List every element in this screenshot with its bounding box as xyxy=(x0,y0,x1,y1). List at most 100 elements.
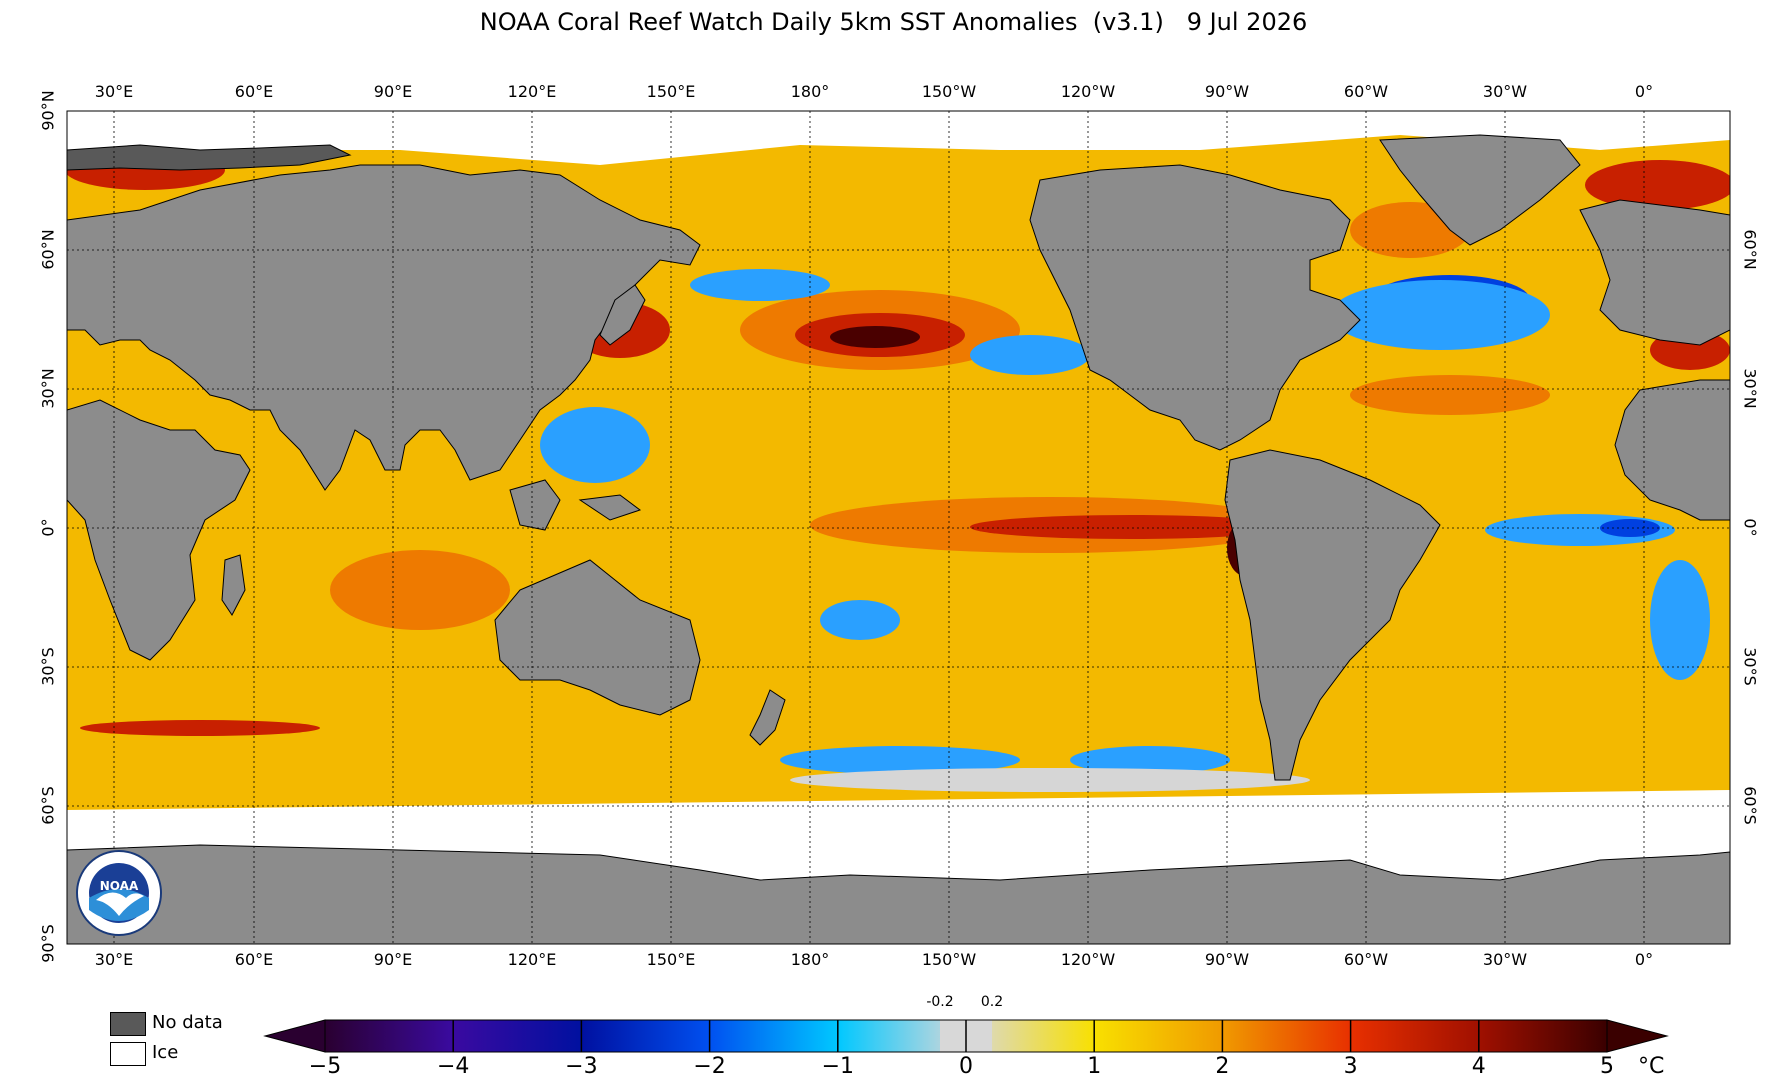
colorbar-max-arrow xyxy=(1606,1019,1669,1053)
southern-ocean-cool-2 xyxy=(1070,746,1230,774)
land-masses xyxy=(67,134,1730,944)
longitude-label: 180° xyxy=(790,82,830,101)
ice-label: Ice xyxy=(152,1042,179,1063)
latitude-label: 60°N xyxy=(38,229,58,270)
colorbar-tick-label: −5 xyxy=(308,1054,342,1079)
longitude-label: 120°W xyxy=(1060,82,1116,101)
latitude-label: 30°N xyxy=(1740,368,1760,409)
latitude-label: 60°S xyxy=(38,786,58,825)
longitude-label: 90°E xyxy=(373,82,413,101)
north-atlantic-cool xyxy=(1330,280,1550,350)
colorbar-small-label: 0.2 xyxy=(980,994,1004,1010)
colorbar-tick-label: 3 xyxy=(1343,1054,1358,1079)
new-zealand xyxy=(749,689,786,746)
colorbar-tick-label: 4 xyxy=(1471,1054,1486,1079)
south-indian-hot-streak xyxy=(80,720,320,736)
africa-west xyxy=(1614,379,1730,521)
colorbar-segment xyxy=(581,1020,711,1052)
arctic-ice xyxy=(67,111,1730,165)
colorbar-tick-label: −1 xyxy=(821,1054,855,1079)
eurasia xyxy=(67,164,701,491)
longitude-label: 150°E xyxy=(646,82,696,101)
colorbar-unit: °C xyxy=(1638,1054,1665,1079)
colorbar-tick-label: 2 xyxy=(1215,1054,1230,1079)
longitude-label: 150°E xyxy=(646,950,696,969)
ne-pacific-cool xyxy=(970,335,1090,375)
antarctica xyxy=(67,844,1730,944)
colorbar-tick-label: 1 xyxy=(1087,1054,1102,1079)
map-frame xyxy=(66,110,1731,945)
latitude-label: 0° xyxy=(38,518,58,537)
colorbar-min-arrow xyxy=(263,1019,326,1053)
colorbar-segment xyxy=(709,1020,839,1052)
madagascar xyxy=(221,554,246,616)
colorbar-segment xyxy=(1478,1020,1608,1052)
longitude-label: 90°E xyxy=(373,950,413,969)
nordic-seas-hot xyxy=(1585,160,1730,210)
colorbar-tick-label: −2 xyxy=(693,1054,726,1079)
colorbar-tick-label: −3 xyxy=(565,1054,598,1079)
colorbar-small-label: -0.2 xyxy=(926,994,954,1010)
latitude-label: 0° xyxy=(1740,518,1760,537)
latitude-label: 90°S xyxy=(38,924,58,963)
japan xyxy=(599,284,646,346)
longitude-label: 60°W xyxy=(1343,950,1389,969)
south-pacific-cool xyxy=(820,600,900,640)
colorbar xyxy=(263,1019,1669,1053)
longitude-label: 120°E xyxy=(507,82,557,101)
europe-north xyxy=(1579,199,1730,346)
longitude-label: 30°W xyxy=(1482,82,1528,101)
colorbar-tick-label: 0 xyxy=(959,1054,973,1079)
no-data-label: No data xyxy=(152,1012,223,1033)
latitude-label: 30°S xyxy=(1740,647,1760,686)
colorbar-segment xyxy=(1222,1020,1352,1052)
southern-ocean-cool-1 xyxy=(780,746,1020,774)
africa xyxy=(67,399,251,661)
longitude-label: 90°W xyxy=(1204,950,1250,969)
longitude-label: 60°W xyxy=(1343,82,1389,101)
latitude-label: 30°N xyxy=(38,368,58,409)
latitude-label: 60°S xyxy=(1740,786,1760,825)
longitude-label: 30°E xyxy=(94,82,134,101)
longitude-label: 60°E xyxy=(234,82,274,101)
colorbar-segment xyxy=(1094,1020,1223,1052)
colorbar-segment xyxy=(453,1020,582,1052)
greenland xyxy=(1379,134,1581,246)
equatorial-pacific-hot-core xyxy=(970,515,1290,539)
nw-pacific-cool xyxy=(690,269,830,301)
longitude-label: 150°W xyxy=(921,950,977,969)
longitude-label: 0° xyxy=(1634,950,1654,969)
latitude-label: 60°N xyxy=(1740,229,1760,270)
graticule-lines xyxy=(67,111,1730,944)
borneo-indonesia xyxy=(509,479,642,531)
latitude-label: 30°S xyxy=(38,647,58,686)
svalbard-arctic-islands xyxy=(67,144,352,171)
ice-swatch xyxy=(110,1042,146,1066)
longitude-label: 30°W xyxy=(1482,950,1528,969)
north-america xyxy=(1029,164,1361,451)
colorbar-tick-label: −4 xyxy=(436,1054,470,1079)
gulf-of-guinea-cold xyxy=(1600,519,1660,537)
south-indian-warm xyxy=(330,550,510,630)
colorbar-segment xyxy=(1350,1020,1480,1052)
australia xyxy=(494,559,701,716)
longitude-label: 30°E xyxy=(94,950,134,969)
longitude-label: 150°W xyxy=(921,82,977,101)
north-pacific-core xyxy=(830,326,920,348)
noaa-logo-text: NOAA xyxy=(100,879,139,893)
western-pacific-cool xyxy=(540,407,650,483)
south-atlantic-cool xyxy=(1650,560,1710,680)
no-data-swatch xyxy=(110,1012,146,1036)
colorbar-segment xyxy=(325,1020,454,1052)
longitude-label: 120°W xyxy=(1060,950,1116,969)
south-america xyxy=(1224,449,1441,781)
latitude-label: 90°N xyxy=(38,90,58,131)
longitude-label: 180° xyxy=(790,950,830,969)
noaa-logo: NOAA xyxy=(76,850,162,936)
longitude-label: 0° xyxy=(1634,82,1654,101)
subtropical-atlantic-warm xyxy=(1350,375,1550,415)
map-title: NOAA Coral Reef Watch Daily 5km SST Anom… xyxy=(479,8,1308,36)
map-field xyxy=(67,111,1730,944)
longitude-label: 60°E xyxy=(234,950,274,969)
